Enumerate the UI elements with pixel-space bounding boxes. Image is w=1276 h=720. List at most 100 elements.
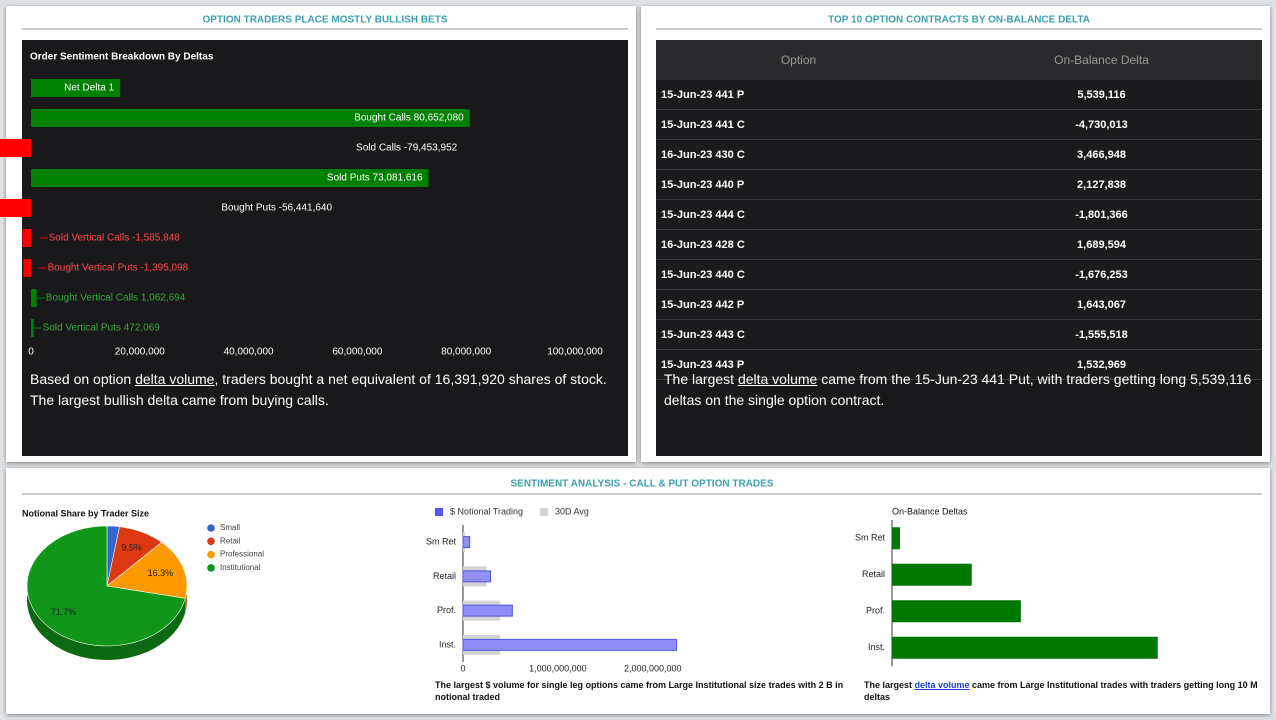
legend-swatch (207, 550, 215, 559)
legend-swatch (435, 508, 443, 516)
table-row: 15-Jun-23 441 C -4,730,013 (656, 109, 1262, 140)
summary: The largest $ volume for single leg opti… (435, 679, 855, 703)
chart-title: Notional Share by Trader Size (22, 508, 149, 518)
bar-label: Net Delta 1 (64, 83, 114, 94)
link[interactable]: delta volume (737, 371, 818, 387)
bar (0, 199, 31, 217)
legend-label: Small (220, 523, 240, 532)
bar-label: Sold Vertical Puts 472,069 (43, 323, 161, 334)
table-cell: 1,689,594 (941, 229, 1262, 260)
x-tick-label: 40,000,000 (224, 347, 274, 358)
text: came from the 15-Jun-23 441 Put, with tr… (664, 371, 1252, 408)
bar (462, 604, 513, 617)
slice-label: 9.5% (121, 543, 142, 553)
table-row: 15-Jun-23 442 P 1,643,067 (656, 289, 1262, 320)
column-header: Option (656, 40, 941, 80)
y-tick-label: Inst. (868, 642, 885, 652)
bar-label: Bought Vertical Puts -1,395,098 (48, 263, 189, 274)
legend-label: $ Notional Trading (450, 506, 523, 516)
summary: Based on option delta volume, traders bo… (30, 369, 626, 411)
bar (22, 229, 31, 247)
chart-title: Order Sentiment Breakdown By Deltas (30, 52, 214, 63)
bar-label: Sold Calls -79,453,952 (356, 143, 458, 154)
text: The largest (864, 680, 915, 690)
text: , traders bought a net equivalent of 16,… (30, 371, 607, 408)
legend-swatch (207, 524, 215, 532)
y-tick-label: Prof. (437, 605, 456, 615)
table-cell: 16-Jun-23 430 C (656, 139, 941, 170)
link[interactable]: delta volume (135, 371, 215, 387)
bar (892, 527, 900, 550)
table-row: 15-Jun-23 440 C -1,676,253 (656, 259, 1262, 290)
column-header: On-Balance Delta (941, 40, 1262, 80)
bar (31, 79, 121, 97)
table-cell: 15-Jun-23 442 P (656, 289, 941, 320)
legend-label: Retail (220, 536, 241, 545)
y-tick-label: Inst. (439, 639, 456, 649)
bar-label: Bought Puts -56,441,640 (221, 203, 332, 214)
x-tick-label: 80,000,000 (441, 347, 491, 358)
table-cell: 15-Jun-23 441 P (656, 80, 941, 110)
text: Based on option (30, 371, 136, 387)
table-row: 15-Jun-23 443 P 1,532,969 (656, 349, 1262, 380)
bar-label: Sold Vertical Calls -1,585,848 (49, 233, 181, 244)
bar (31, 289, 37, 307)
bar (462, 570, 492, 583)
y-tick-label: Sm Ret (426, 537, 457, 547)
bar-label: Bought Vertical Calls 1,062,694 (46, 293, 186, 304)
bar (462, 638, 678, 651)
slice-label: 71.7% (51, 607, 77, 617)
legend-swatch (207, 564, 215, 572)
table-cell: 15-Jun-23 440 C (656, 259, 941, 290)
bar (31, 319, 34, 337)
legend-label: 30D Avg (555, 506, 589, 516)
bar (892, 563, 972, 586)
y-tick-label: Retail (862, 569, 885, 579)
y-tick-label: Prof. (866, 606, 885, 616)
y-tick-label: Sm Ret (855, 533, 886, 543)
table-row: 16-Jun-23 428 C 1,689,594 (656, 229, 1262, 260)
table-row: 15-Jun-23 441 P 5,539,116 (656, 80, 1262, 110)
chart-title: On-Balance Deltas (892, 506, 968, 516)
pie-slice (106, 541, 188, 599)
x-tick-label: 100,000,000 (547, 347, 603, 358)
bar-label: Bought Calls 80,652,080 (354, 113, 464, 124)
table-cell: 5,539,116 (941, 80, 1262, 110)
legend-swatch (207, 537, 215, 546)
table-cell: 15-Jun-23 443 C (656, 319, 941, 350)
legend-label: Institutional (220, 563, 261, 572)
table-cell: 2,127,838 (941, 169, 1262, 200)
bar-label: Sold Puts 73,081,616 (327, 173, 423, 184)
table-cell: 15-Jun-23 444 C (656, 199, 941, 230)
legend-swatch (540, 508, 548, 516)
panel-title: SENTIMENT ANALYSIS - CALL & PUT OPTION T… (511, 479, 774, 490)
table-cell: -1,555,518 (941, 319, 1262, 350)
bar (0, 139, 31, 157)
bar (31, 109, 470, 127)
x-tick-label: 0 (460, 663, 465, 673)
table-row: 15-Jun-23 444 C -1,801,366 (656, 199, 1262, 230)
legend-label: Professional (220, 550, 264, 559)
summary: The largest delta volume came from Large… (864, 679, 1259, 703)
table-cell: 16-Jun-23 428 C (656, 229, 941, 260)
summary: The largest delta volume came from the 1… (664, 369, 1254, 411)
y-tick-label: Retail (433, 571, 456, 581)
bar (31, 169, 429, 187)
table-cell: 15-Jun-23 441 C (656, 109, 941, 140)
table-row: 15-Jun-23 443 C -1,555,518 (656, 319, 1262, 350)
table-row: 16-Jun-23 430 C 3,466,948 (656, 139, 1262, 170)
table-row: 15-Jun-23 440 P 2,127,838 (656, 169, 1262, 200)
bar (23, 259, 31, 277)
bar (892, 600, 1021, 623)
table-cell: -4,730,013 (941, 109, 1262, 140)
x-tick-label: 20,000,000 (115, 347, 165, 358)
x-tick-label: 2,000,000,000 (624, 663, 682, 673)
panel-title: OPTION TRADERS PLACE MOSTLY BULLISH BETS (202, 15, 447, 26)
table-cell: 15-Jun-23 443 P (656, 349, 941, 380)
x-tick-label: 1,000,000,000 (529, 663, 587, 673)
slice-label: 16.3% (148, 568, 174, 578)
text: came from Large Institutional trades wit… (864, 680, 1258, 702)
link[interactable]: delta volume (914, 680, 970, 690)
